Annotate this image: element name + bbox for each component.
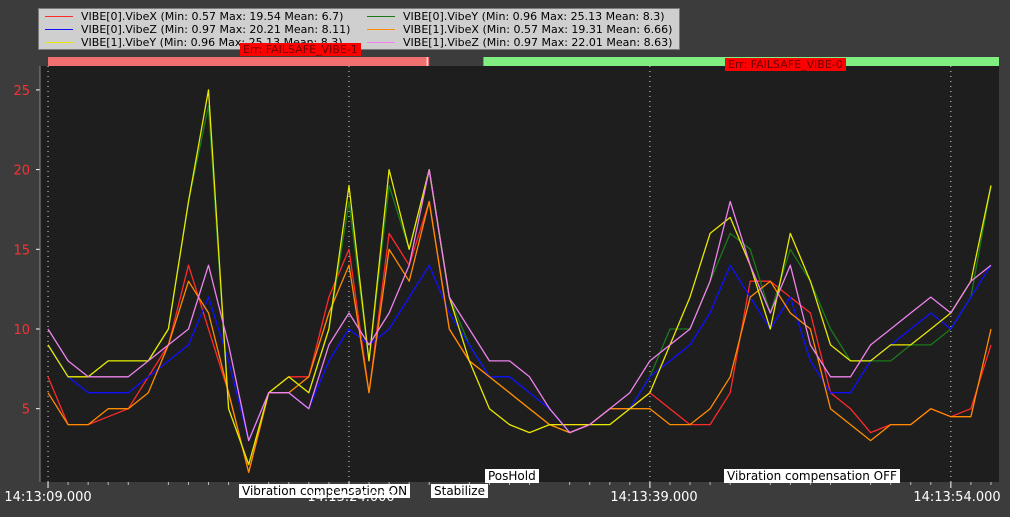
mode-label[interactable]: Stabilize [431,484,488,498]
status-segment [48,57,430,66]
mode-label[interactable]: PosHold [485,469,539,483]
y-tick-label: 5 [22,403,30,418]
legend-swatch [367,41,395,43]
legend-item[interactable]: VIBE[0].VibeX (Min: 0.57 Max: 19.54 Mean… [43,10,343,23]
x-tick-label: 14:13:24.000 [307,490,395,505]
legend-item[interactable]: VIBE[1].VibeX (Min: 0.57 Max: 19.31 Mean… [365,23,672,36]
x-tick-label: 14:13:39.000 [610,490,698,505]
y-tick-label: 25 [13,84,30,99]
status-bar [48,57,999,66]
legend-swatch [367,28,395,30]
legend-label: VIBE[1].VibeZ (Min: 0.97 Max: 22.01 Mean… [403,36,673,49]
legend-item[interactable]: VIBE[1].VibeZ (Min: 0.97 Max: 22.01 Mean… [365,36,672,49]
legend-label: VIBE[0].VibeY (Min: 0.96 Max: 25.13 Mean… [403,10,665,23]
series-line [47,200,992,474]
legend-swatch [45,28,73,30]
x-tick-label: 14:13:09.000 [4,490,92,505]
plot-area[interactable] [40,66,999,482]
x-tick-label: 14:13:54.000 [913,490,1001,505]
error-label[interactable]: Err: FAILSAFE_VIBE-1 [240,43,361,56]
y-tick-label: 15 [13,243,30,258]
y-axis: 5 10 15 20 25 [13,66,41,482]
y-tick-label: 20 [13,164,30,179]
series-line [47,168,992,442]
legend-item[interactable]: VIBE[0].VibeZ (Min: 0.97 Max: 20.21 Mean… [43,23,350,36]
legend-label: VIBE[0].VibeX (Min: 0.57 Max: 19.54 Mean… [81,10,344,23]
legend-swatch [367,15,395,17]
grid [47,66,992,488]
legend-item[interactable]: VIBE[0].VibeY (Min: 0.96 Max: 25.13 Mean… [365,10,665,23]
series-line [47,264,992,442]
legend-label: VIBE[0].VibeZ (Min: 0.97 Max: 20.21 Mean… [81,23,351,36]
legend[interactable]: VIBE[0].VibeX (Min: 0.57 Max: 19.54 Mean… [38,8,680,50]
mode-label[interactable]: Vibration compensation OFF [724,469,900,483]
legend-swatch [45,15,73,17]
y-tick-label: 10 [13,323,30,338]
mode-label[interactable]: Vibration compensation ON [239,484,411,498]
legend-swatch [45,41,73,43]
legend-label: VIBE[1].VibeX (Min: 0.57 Max: 19.31 Mean… [403,23,673,36]
series-lines [47,89,992,474]
error-label[interactable]: Err: FAILSAFE_VIBE-0 [725,58,846,71]
series-line [47,89,992,466]
